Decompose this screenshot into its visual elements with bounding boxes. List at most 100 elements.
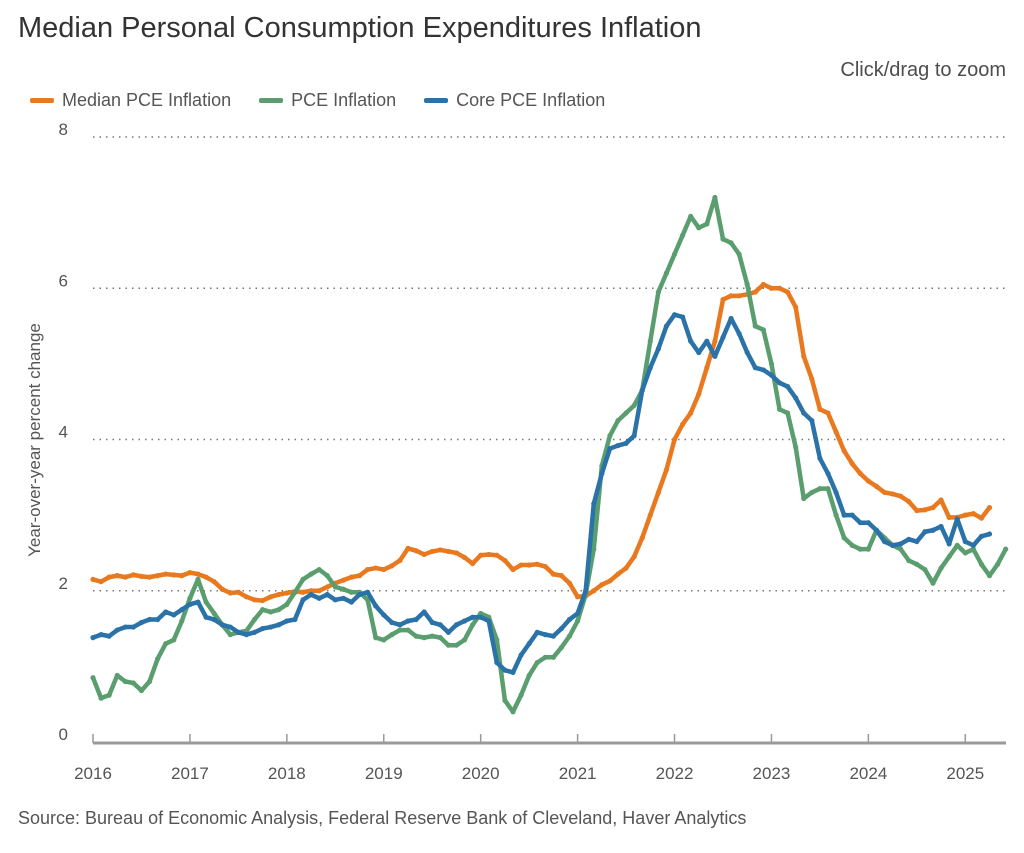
data-point[interactable] [114,573,120,579]
data-point[interactable] [203,614,209,620]
data-point[interactable] [817,406,823,412]
data-point[interactable] [98,695,104,701]
data-point[interactable] [696,225,702,231]
data-point[interactable] [631,433,637,439]
data-point[interactable] [655,346,661,352]
data-point[interactable] [138,573,145,579]
data-point[interactable] [696,391,702,397]
data-point[interactable] [647,365,653,371]
data-point[interactable] [461,637,468,643]
data-point[interactable] [946,541,952,547]
data-point[interactable] [736,293,742,299]
data-point[interactable] [195,576,201,583]
data-point[interactable] [324,591,330,598]
data-point[interactable] [510,566,516,573]
data-point[interactable] [429,619,435,626]
data-point[interactable] [712,353,718,359]
data-point[interactable] [300,576,306,583]
data-point[interactable] [437,547,443,553]
data-point[interactable] [575,618,581,624]
data-point[interactable] [809,489,815,496]
data-point[interactable] [381,566,387,573]
data-point[interactable] [938,523,944,530]
data-point[interactable] [946,554,952,560]
data-point[interactable] [146,678,153,685]
data-point[interactable] [978,515,985,521]
data-point[interactable] [373,635,379,641]
data-point[interactable] [1003,546,1009,552]
data-point[interactable] [243,594,250,600]
data-point[interactable] [801,410,807,416]
data-point[interactable] [615,442,621,449]
data-point[interactable] [445,642,451,648]
data-point[interactable] [292,589,298,595]
data-point[interactable] [397,622,403,628]
data-point[interactable] [163,609,169,615]
data-point[interactable] [768,361,775,367]
data-point[interactable] [227,624,233,630]
data-point[interactable] [478,552,484,558]
data-point[interactable] [922,507,928,513]
data-point[interactable] [914,538,920,545]
data-point[interactable] [663,467,670,473]
data-point[interactable] [534,561,540,567]
data-point[interactable] [340,577,346,583]
data-point[interactable] [760,327,766,333]
data-point[interactable] [566,580,573,586]
data-point[interactable] [389,563,395,569]
data-point[interactable] [494,552,500,558]
data-point[interactable] [195,599,201,605]
data-point[interactable] [502,697,508,704]
data-point[interactable] [809,417,815,424]
data-point[interactable] [268,624,274,630]
data-point[interactable] [534,629,540,635]
data-point[interactable] [130,624,136,630]
data-point[interactable] [203,599,209,605]
data-point[interactable] [898,493,904,499]
data-point[interactable] [857,546,863,552]
data-point[interactable] [98,632,104,638]
data-point[interactable] [155,573,161,579]
data-point[interactable] [857,470,863,477]
data-point[interactable] [688,338,694,344]
data-point[interactable] [542,632,548,638]
data-point[interactable] [954,516,960,522]
data-point[interactable] [736,331,742,337]
data-point[interactable] [251,616,258,623]
data-point[interactable] [995,561,1001,567]
data-point[interactable] [163,571,169,577]
data-point[interactable] [906,536,912,542]
data-point[interactable] [688,410,694,416]
data-point[interactable] [413,548,419,554]
data-point[interactable] [607,445,613,452]
data-point[interactable] [930,580,936,586]
data-point[interactable] [688,213,694,220]
data-point[interactable] [413,616,419,623]
data-point[interactable] [890,491,896,497]
data-point[interactable] [292,616,298,623]
data-point[interactable] [251,629,258,635]
data-point[interactable] [873,483,880,489]
data-point[interactable] [260,597,266,604]
data-point[interactable] [138,619,145,626]
data-point[interactable] [308,571,314,577]
data-point[interactable] [768,372,775,378]
data-point[interactable] [906,498,912,505]
data-point[interactable] [106,574,112,580]
data-point[interactable] [736,251,742,257]
data-point[interactable] [599,470,605,477]
data-point[interactable] [663,323,670,329]
data-point[interactable] [461,554,468,561]
data-point[interactable] [825,486,831,492]
data-point[interactable] [776,285,783,291]
data-point[interactable] [332,597,338,603]
data-point[interactable] [978,533,985,539]
data-point[interactable] [970,511,976,517]
data-point[interactable] [890,542,896,548]
data-point[interactable] [550,571,556,577]
data-point[interactable] [647,338,653,344]
data-point[interactable] [324,584,330,590]
data-point[interactable] [365,566,371,573]
data-point[interactable] [155,616,161,623]
